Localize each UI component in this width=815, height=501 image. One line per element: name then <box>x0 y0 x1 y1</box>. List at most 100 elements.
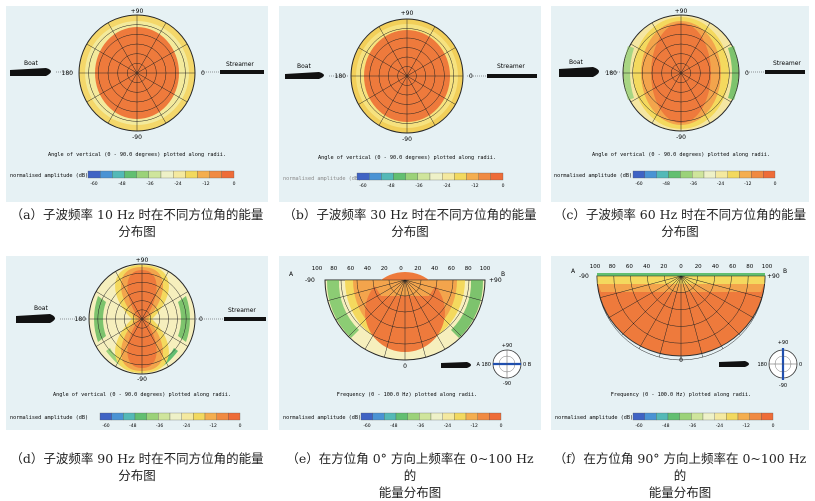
streamer-icon <box>196 317 266 321</box>
colorbar-swatch <box>181 412 194 421</box>
colorbar-tick: -60 <box>635 181 642 187</box>
colorbar-swatch <box>148 170 162 179</box>
grid-spoke <box>141 291 189 320</box>
colorbar-tick: -60 <box>90 181 97 187</box>
label-top: +90 <box>136 257 149 264</box>
polar-figure-c: +90 -90 180 0 Boat Streamer Angle of ver… <box>554 8 805 187</box>
colorbar-swatch <box>715 170 728 179</box>
corner-left: A <box>571 268 576 275</box>
grid-spoke <box>378 26 408 77</box>
label-boat: Boat <box>569 59 583 66</box>
grid-spoke <box>86 72 138 103</box>
azimuth-inset <box>768 348 798 380</box>
colorbar-swatch <box>209 170 222 179</box>
grid-spoke <box>404 279 446 350</box>
top-tick-label: 40 <box>364 266 371 272</box>
grid-spoke <box>136 43 188 74</box>
colorbar-tick: -12 <box>202 181 209 187</box>
colorbar-label: normalised amplitude (dB) <box>555 415 633 421</box>
colorbar-swatch <box>632 170 645 179</box>
grid-spoke <box>680 43 732 74</box>
grid-spoke <box>136 72 188 103</box>
grid-spoke <box>680 275 763 298</box>
colorbar-swatch <box>100 170 113 179</box>
label-left: 180 <box>75 316 87 323</box>
label-bottom: -90 <box>132 134 142 141</box>
top-tick-label: 0 <box>399 266 403 272</box>
top-tick-label: 40 <box>643 264 650 270</box>
colorbar-tick: -24 <box>716 423 723 429</box>
colorbar-swatch <box>763 170 776 179</box>
semicircle-figure-f: 100 80 60 40 20 0 20 40 60 80 100 A B -90 +90 0 +9… <box>555 264 802 429</box>
top-tick-label: 100 <box>480 266 491 272</box>
top-tick-label: 80 <box>609 264 616 270</box>
top-tick-label: 20 <box>414 266 421 272</box>
axis-note: Angle of vertical (0 - 90.0 degrees) plo… <box>592 152 770 158</box>
colorbar-tick: 0 <box>502 183 505 189</box>
grid-spoke <box>621 275 682 336</box>
plot-a: +90 -90 180 0 Boat Streamer Angle of ver… <box>6 6 268 202</box>
top-tick-label: 80 <box>330 266 337 272</box>
top-tick-label: 60 <box>448 266 455 272</box>
grid-spoke <box>406 75 456 105</box>
colorbar-tick: -12 <box>744 181 751 187</box>
streamer-icon <box>202 70 264 74</box>
colorbar-swatch <box>185 170 198 179</box>
colorbar: -60 -48 -36 -24 -12 0 <box>632 412 775 429</box>
top-tick-label: 60 <box>729 264 736 270</box>
label-bottom: 0 <box>679 357 683 364</box>
colorbar-tick: 0 <box>239 423 242 429</box>
label-streamer: Streamer <box>228 307 256 314</box>
grid-spoke <box>358 75 408 105</box>
colorbar-swatch <box>739 170 752 179</box>
semicircle-grid <box>596 275 766 361</box>
colorbar: -60 -48 -36 -24 -12 0 <box>360 412 503 429</box>
grid-spoke <box>141 271 169 320</box>
top-tick-label: 40 <box>712 264 719 270</box>
top-tick-label: 100 <box>590 264 601 270</box>
top-band-green <box>597 273 765 276</box>
grid-spoke <box>680 275 724 349</box>
grid-spoke <box>86 43 138 74</box>
label-right: 0 <box>199 316 203 323</box>
inset-left: 180 <box>757 362 767 368</box>
colorbar-swatch <box>173 170 186 179</box>
end-right: +90 <box>767 273 780 280</box>
colorbar-label: normalised amplitude (dB) <box>283 415 361 421</box>
green-edge-right <box>451 280 484 338</box>
colorbar-tick: -36 <box>146 181 153 187</box>
grid-spoke <box>680 72 711 124</box>
colorbar-tick: -36 <box>689 423 696 429</box>
colorbar-tick: -48 <box>390 423 397 429</box>
top-tick-label: 0 <box>679 264 683 270</box>
colorbar-tick: -24 <box>443 183 450 189</box>
colorbar-tick: -36 <box>415 183 422 189</box>
streamer-icon <box>467 74 537 78</box>
colorbar-swatch <box>430 412 443 421</box>
colorbar-tick: -60 <box>635 423 642 429</box>
colorbar-swatch <box>680 170 693 179</box>
caption-line2: 能量分布图 <box>378 485 442 500</box>
inset-bottom: -90 <box>779 383 787 389</box>
colorbar-swatch <box>124 170 137 179</box>
label-top: +90 <box>131 8 144 15</box>
corner-left: A <box>289 271 294 278</box>
grid-spoke <box>659 275 682 358</box>
label-boat: Boat <box>24 60 38 67</box>
boat-icon <box>16 314 88 323</box>
corner-right: B <box>501 271 505 278</box>
colorbar-swatch <box>442 412 455 421</box>
panel-e: 100 80 60 40 20 0 20 40 60 80 100 A B -90 +90 0 +9… <box>279 256 541 500</box>
grid-spoke <box>651 22 682 74</box>
boat-icon <box>10 68 74 76</box>
grid-spoke <box>107 22 138 74</box>
label-left: 180 <box>335 73 347 80</box>
colorbar-swatch <box>490 172 504 181</box>
polar-figure-d: +90 -90 180 0 Boat Streamer Angle of ver… <box>10 257 266 429</box>
colorbar: -60 -48 -36 -24 -12 0 <box>632 170 777 187</box>
colorbar-tick: -60 <box>359 183 366 189</box>
colorbar-tick: -12 <box>743 423 750 429</box>
colorbar-swatch <box>656 170 669 179</box>
colorbar-label: normalised amplitude (dB) <box>554 173 632 179</box>
colorbar-label: normalised amplitude (dB) <box>283 176 361 182</box>
